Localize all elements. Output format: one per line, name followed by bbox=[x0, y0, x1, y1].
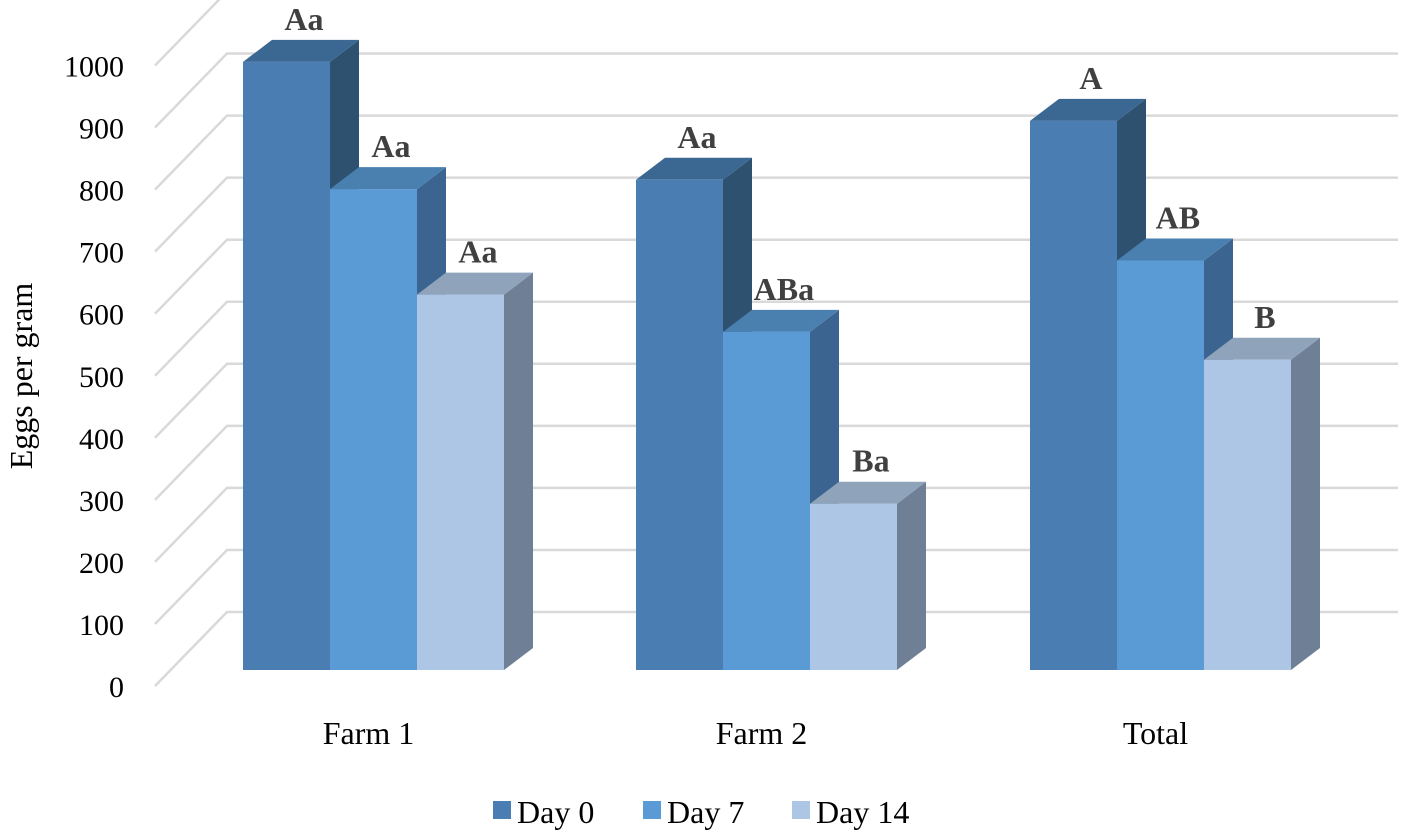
bar-front bbox=[417, 294, 504, 670]
gridline bbox=[154, 238, 1398, 315]
bar-front bbox=[810, 503, 897, 670]
bar-top bbox=[810, 481, 926, 504]
legend-swatch bbox=[792, 801, 810, 819]
data-label: Aa bbox=[284, 1, 323, 37]
legend-swatch bbox=[493, 801, 511, 819]
data-labels: Aa Aa Aa Aa ABa Ba A AB B bbox=[284, 1, 1275, 479]
bar-top bbox=[417, 272, 533, 295]
bar-front bbox=[1204, 359, 1291, 670]
bars bbox=[243, 39, 1320, 671]
y-tick-label: 200 bbox=[79, 547, 124, 580]
bar-front bbox=[243, 61, 330, 671]
bar-top bbox=[1204, 337, 1320, 360]
data-label: ABa bbox=[754, 271, 814, 307]
bar-side bbox=[1291, 337, 1320, 670]
legend-swatch bbox=[643, 801, 661, 819]
gridlines bbox=[154, 0, 1398, 687]
bar-top bbox=[243, 39, 359, 62]
y-tick-label: 600 bbox=[79, 299, 124, 332]
data-label: A bbox=[1079, 60, 1102, 96]
y-tick-label: 800 bbox=[79, 175, 124, 208]
x-category-label: Farm 2 bbox=[716, 715, 808, 751]
legend-item: Day 7 bbox=[643, 794, 744, 830]
data-label: Aa bbox=[371, 128, 410, 164]
gridline bbox=[154, 362, 1398, 439]
legend-label: Day 7 bbox=[667, 794, 744, 830]
bar-top bbox=[636, 157, 752, 180]
y-tick-label: 100 bbox=[79, 609, 124, 642]
data-label: AB bbox=[1156, 199, 1200, 235]
legend-label: Day 14 bbox=[816, 794, 909, 830]
legend: Day 0 Day 7 Day 14 bbox=[493, 794, 909, 830]
bar-front bbox=[330, 189, 417, 671]
bar-top bbox=[723, 309, 839, 332]
bar-top bbox=[1117, 238, 1233, 261]
y-tick-label: 1000 bbox=[64, 51, 124, 84]
x-category-label: Farm 1 bbox=[323, 715, 415, 751]
legend-item: Day 0 bbox=[493, 794, 594, 830]
gridline bbox=[154, 548, 1398, 625]
y-axis-title: Eggs per gram bbox=[3, 283, 39, 470]
bar-front bbox=[636, 179, 723, 670]
y-tick-label: 500 bbox=[79, 361, 124, 394]
y-tick-label: 700 bbox=[79, 237, 124, 270]
bar-front bbox=[1117, 260, 1204, 670]
gridline bbox=[154, 486, 1398, 563]
data-label: Aa bbox=[458, 234, 497, 270]
legend-item: Day 14 bbox=[792, 794, 909, 830]
bar bbox=[1204, 337, 1320, 670]
gridline bbox=[154, 52, 1398, 129]
bar bbox=[810, 481, 926, 670]
legend-label: Day 0 bbox=[517, 794, 594, 830]
gridline bbox=[154, 0, 221, 67]
gridline bbox=[154, 176, 1398, 253]
bar-front bbox=[723, 331, 810, 670]
y-axis-ticks: 0 100 200 300 400 500 600 700 800 900 1000 bbox=[64, 51, 124, 705]
bar-top bbox=[1030, 98, 1146, 121]
y-tick-label: 400 bbox=[79, 423, 124, 456]
gridline bbox=[154, 300, 1398, 377]
gridline bbox=[154, 424, 1398, 501]
y-tick-label: 300 bbox=[79, 485, 124, 518]
data-label: Aa bbox=[677, 119, 716, 155]
x-axis-categories: Farm 1 Farm 2 Total bbox=[323, 715, 1189, 751]
y-tick-label: 0 bbox=[109, 671, 124, 704]
y-tick-label: 900 bbox=[79, 113, 124, 146]
x-category-label: Total bbox=[1123, 715, 1188, 751]
data-label: B bbox=[1254, 299, 1275, 335]
bar-side bbox=[897, 481, 926, 670]
bar-top bbox=[330, 167, 446, 190]
bar-front bbox=[1030, 120, 1117, 671]
gridline bbox=[154, 610, 1398, 687]
bar-side bbox=[504, 272, 533, 670]
gridline bbox=[154, 114, 1398, 191]
bar bbox=[417, 272, 533, 670]
data-label: Ba bbox=[852, 443, 889, 479]
